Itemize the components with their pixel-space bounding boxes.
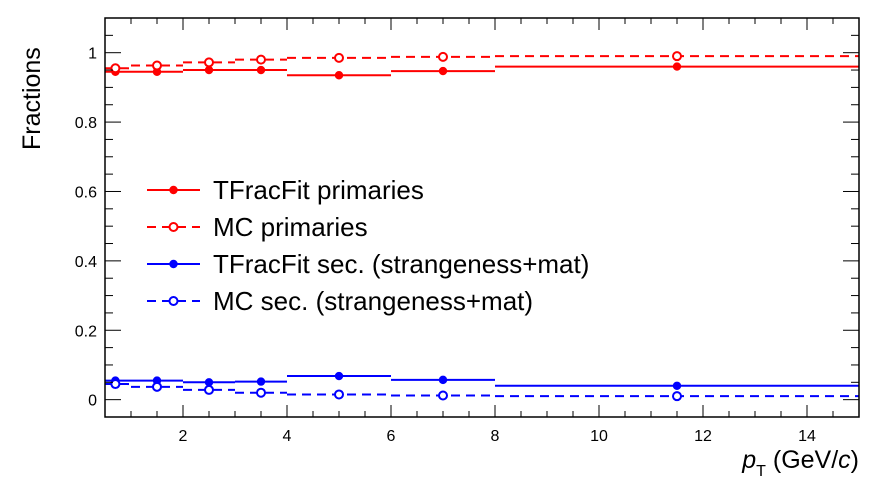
data-point: [152, 381, 162, 392]
x-tick-label: 4: [283, 428, 292, 445]
x-axis-title-units-end: ): [851, 446, 859, 474]
data-point: [204, 65, 214, 75]
data-point: [334, 389, 344, 400]
x-axis-title: pT (GeV/c): [741, 446, 859, 480]
data-point: [438, 51, 448, 62]
legend-marker: [168, 222, 179, 232]
legend: TFracFit primaries MC primaries TFracFit s…: [147, 175, 589, 316]
data-point: [152, 60, 162, 71]
y-tick-label: 0: [88, 393, 97, 410]
legend-label: MC sec. (strangeness+mat): [213, 286, 533, 316]
data-point: [672, 62, 682, 71]
axes-layer: 2 4 6 8 10 12 14 0 0.2 0.4 0.6 0.8 1: [75, 17, 860, 445]
y-axis-title: Fractions: [18, 47, 46, 150]
y-tick-label: 0.6: [75, 184, 97, 201]
x-axis-title-p: p: [741, 446, 756, 474]
series-1: [105, 62, 859, 80]
x-tick-label: 8: [491, 428, 500, 445]
y-tick-label: 1: [88, 46, 97, 63]
x-tick-label: 6: [387, 428, 396, 445]
x-axis-title-units-start: (GeV/: [766, 446, 838, 474]
data-point: [204, 378, 214, 387]
legend-marker: [168, 296, 179, 306]
legend-marker: [169, 185, 178, 195]
data-point: [334, 371, 344, 381]
y-tick-label: 0.2: [75, 323, 97, 340]
data-point: [672, 391, 682, 402]
data-point: [438, 390, 448, 401]
data-point: [256, 377, 266, 386]
series-4: [105, 379, 859, 402]
x-tick-label: 2: [179, 428, 188, 445]
x-tick-label: 12: [694, 428, 712, 445]
series-2: [105, 51, 859, 74]
legend-marker: [169, 259, 178, 269]
data-point: [256, 65, 266, 75]
data-point: [204, 57, 214, 68]
legend-label: TFracFit primaries: [213, 175, 424, 205]
data-layer: [105, 51, 859, 402]
data-point: [256, 387, 266, 398]
data-point: [672, 51, 682, 62]
x-axis-title-c: c: [838, 446, 851, 474]
series-3: [105, 371, 859, 390]
x-tick-label: 14: [798, 428, 816, 445]
legend-label: TFracFit sec. (strangeness+mat): [213, 249, 589, 279]
data-point: [334, 71, 344, 80]
x-axis-title-subscript: T: [756, 463, 766, 480]
x-tick-label: 10: [590, 428, 608, 445]
y-tick-label: 0.8: [75, 115, 97, 132]
data-point: [334, 52, 344, 63]
legend-label: MC primaries: [213, 212, 368, 242]
y-tick-label: 0.4: [75, 254, 97, 271]
plot-frame: [104, 17, 860, 418]
data-point: [438, 375, 448, 385]
data-point: [204, 384, 214, 395]
data-point: [256, 54, 266, 65]
data-point: [438, 66, 448, 76]
data-point: [672, 381, 682, 390]
data-point: [110, 63, 121, 74]
data-point: [110, 379, 121, 390]
